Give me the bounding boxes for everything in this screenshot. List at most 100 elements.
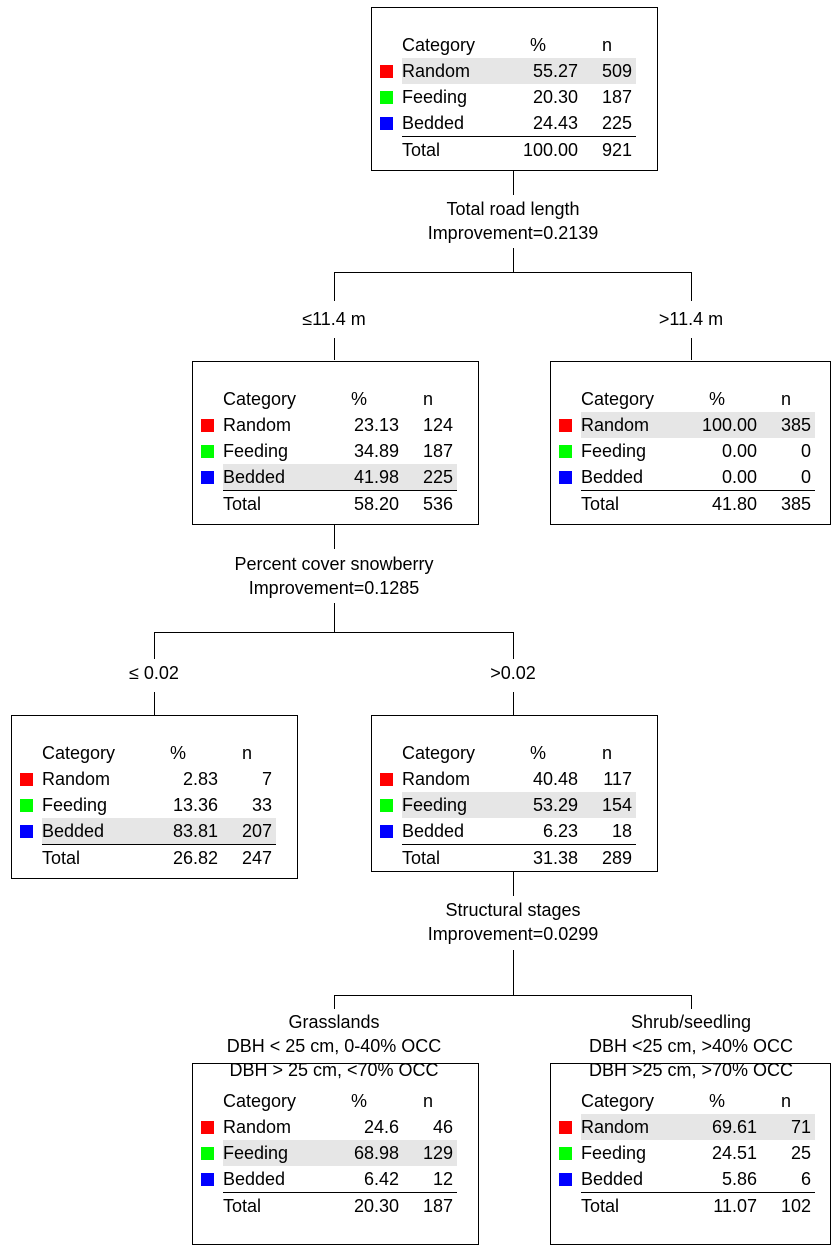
table-header: Category% n — [559, 386, 815, 412]
table-row: Feeding 0.00 0 — [559, 438, 815, 464]
total-pct: 26.82 — [138, 844, 222, 871]
node-snow-le: Category% n Random 2.83 7 Feeding 13.36 33 Bedde… — [11, 715, 298, 879]
category-swatch — [380, 91, 393, 104]
category-pct: 23.13 — [353, 415, 399, 435]
category-n: 385 — [761, 412, 815, 438]
edge-stage-bar — [334, 995, 691, 996]
category-pct: 24.6 — [363, 1117, 399, 1137]
total-row: Total 58.20 536 — [201, 490, 457, 517]
split-variable: Total road length — [446, 199, 580, 219]
edge-snow-left — [154, 632, 155, 659]
table-row: Feeding 24.51 25 — [559, 1140, 815, 1166]
header-n: n — [780, 1091, 791, 1111]
table-header: Category% n — [20, 740, 276, 766]
branch-road-le: ≤11.4 m — [302, 309, 366, 329]
category-n: 187 — [422, 441, 453, 461]
table-header: Category% n — [201, 1088, 457, 1114]
category-swatch — [559, 445, 572, 458]
branch-grass: Grasslands DBH < 25 cm, 0-40% OCC DBH > … — [184, 1010, 484, 1082]
category-name: Bedded — [581, 467, 644, 487]
split-snow: Percent cover snowberry Improvement=0.12… — [184, 552, 484, 600]
table-header: Category% n — [380, 740, 636, 766]
category-swatch — [559, 1147, 572, 1160]
category-n: 6 — [800, 1169, 811, 1189]
edge-road-left — [334, 272, 335, 301]
split-variable: Structural stages — [445, 900, 581, 920]
category-name: Random — [581, 412, 677, 438]
category-name: Random — [402, 58, 498, 84]
category-pct: 6.23 — [542, 821, 578, 841]
category-name: Random — [402, 769, 471, 789]
category-n: 187 — [601, 87, 632, 107]
category-name: Bedded — [42, 818, 138, 845]
node-table: Category% n Random 100.00 385 Feeding 0.00 0 Bed… — [559, 386, 815, 517]
category-n: 117 — [603, 769, 632, 789]
category-n: 33 — [251, 795, 272, 815]
total-n: 921 — [582, 136, 636, 163]
total-row: Total 100.00 921 — [380, 136, 636, 163]
branch-shrub: Shrub/seedling DBH <25 cm, >40% OCC DBH … — [541, 1010, 831, 1082]
node-road-gt: Category% n Random 100.00 385 Feeding 0.00 0 Bed… — [550, 361, 831, 525]
total-n: 187 — [403, 1192, 457, 1219]
header-category: Category — [42, 743, 116, 763]
edge-snow-down — [334, 603, 335, 632]
branch-line: DBH < 25 cm, 0-40% OCC — [226, 1036, 442, 1056]
table-row: Feeding 34.89 187 — [201, 438, 457, 464]
category-n: 225 — [601, 113, 632, 133]
category-swatch — [559, 471, 572, 485]
category-n: 7 — [261, 769, 272, 789]
category-pct: 24.43 — [532, 113, 578, 133]
table-row: Random 40.48 117 — [380, 766, 636, 792]
table-header: Category% n — [559, 1088, 815, 1114]
category-pct: 5.86 — [721, 1169, 757, 1189]
table-row: Feeding 20.30 187 — [380, 84, 636, 110]
branch-line: DBH > 25 cm, <70% OCC — [229, 1060, 439, 1080]
header-n: n — [422, 389, 433, 409]
category-n: 207 — [222, 818, 276, 845]
category-name: Random — [223, 415, 292, 435]
edge-road-bar — [334, 272, 691, 273]
category-swatch — [201, 1173, 214, 1187]
total-n: 247 — [222, 844, 276, 871]
category-name: Random — [581, 1114, 677, 1140]
split-improvement: Improvement=0.2139 — [427, 223, 599, 243]
header-n: n — [780, 389, 791, 409]
category-n: 18 — [611, 821, 632, 841]
edge-stage-down — [513, 950, 514, 995]
split-improvement: Improvement=0.1285 — [248, 578, 420, 598]
split-stage: Structural stages Improvement=0.0299 — [363, 898, 663, 946]
branch-road-gt: >11.4 m — [658, 309, 724, 329]
header-n: n — [241, 743, 252, 763]
header-pct: % — [169, 743, 186, 763]
category-pct: 6.42 — [363, 1169, 399, 1189]
category-n: 0 — [800, 467, 811, 487]
header-category: Category — [581, 389, 655, 409]
category-swatch — [380, 65, 393, 78]
node-snow-gt: Category% n Random 40.48 117 Feeding 53.29 154 B… — [371, 715, 658, 872]
table-row: Feeding 53.29 154 — [380, 792, 636, 818]
table-row: Bedded 0.00 0 — [559, 464, 815, 491]
category-pct: 2.83 — [182, 769, 218, 789]
node-shrub: Category% n Random 69.61 71 Feeding 24.51 25 Bed… — [550, 1063, 831, 1245]
edge-snow-right — [513, 632, 514, 659]
category-swatch — [559, 1121, 572, 1134]
header-n: n — [601, 743, 612, 763]
category-name: Bedded — [402, 113, 465, 133]
category-n: 0 — [800, 441, 811, 461]
table-row: Feeding 13.36 33 — [20, 792, 276, 818]
table-row: Bedded 24.43 225 — [380, 110, 636, 137]
node-table: Category% n Random 24.6 46 Feeding 68.98 129 Bed… — [201, 1088, 457, 1219]
header-pct: % — [350, 389, 367, 409]
branch-line: Shrub/seedling — [630, 1012, 752, 1032]
category-swatch — [380, 773, 393, 786]
table-row: Random 55.27 509 — [380, 58, 636, 84]
total-pct: 20.30 — [319, 1192, 403, 1219]
category-pct: 53.29 — [498, 792, 582, 818]
category-name: Feeding — [402, 792, 498, 818]
total-pct: 31.38 — [498, 844, 582, 871]
node-table: Category% n Random 55.27 509 Feeding 20.30 187 B… — [380, 32, 636, 163]
edge-stage-up — [513, 872, 514, 896]
table-row: Random 24.6 46 — [201, 1114, 457, 1140]
table-header: Category% n — [380, 32, 636, 58]
category-pct: 69.61 — [677, 1114, 761, 1140]
